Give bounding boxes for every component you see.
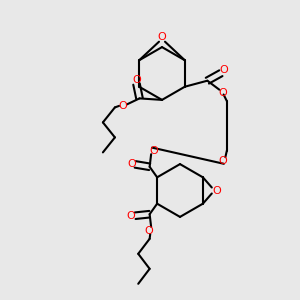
Text: O: O xyxy=(218,88,227,98)
Text: O: O xyxy=(132,75,141,85)
Text: O: O xyxy=(118,101,127,111)
Text: O: O xyxy=(218,156,227,166)
Text: O: O xyxy=(127,211,135,221)
Text: O: O xyxy=(212,185,221,196)
Text: O: O xyxy=(220,65,228,75)
Text: O: O xyxy=(127,159,136,169)
Text: O: O xyxy=(145,226,153,236)
Text: O: O xyxy=(158,32,166,42)
Text: O: O xyxy=(149,146,158,156)
